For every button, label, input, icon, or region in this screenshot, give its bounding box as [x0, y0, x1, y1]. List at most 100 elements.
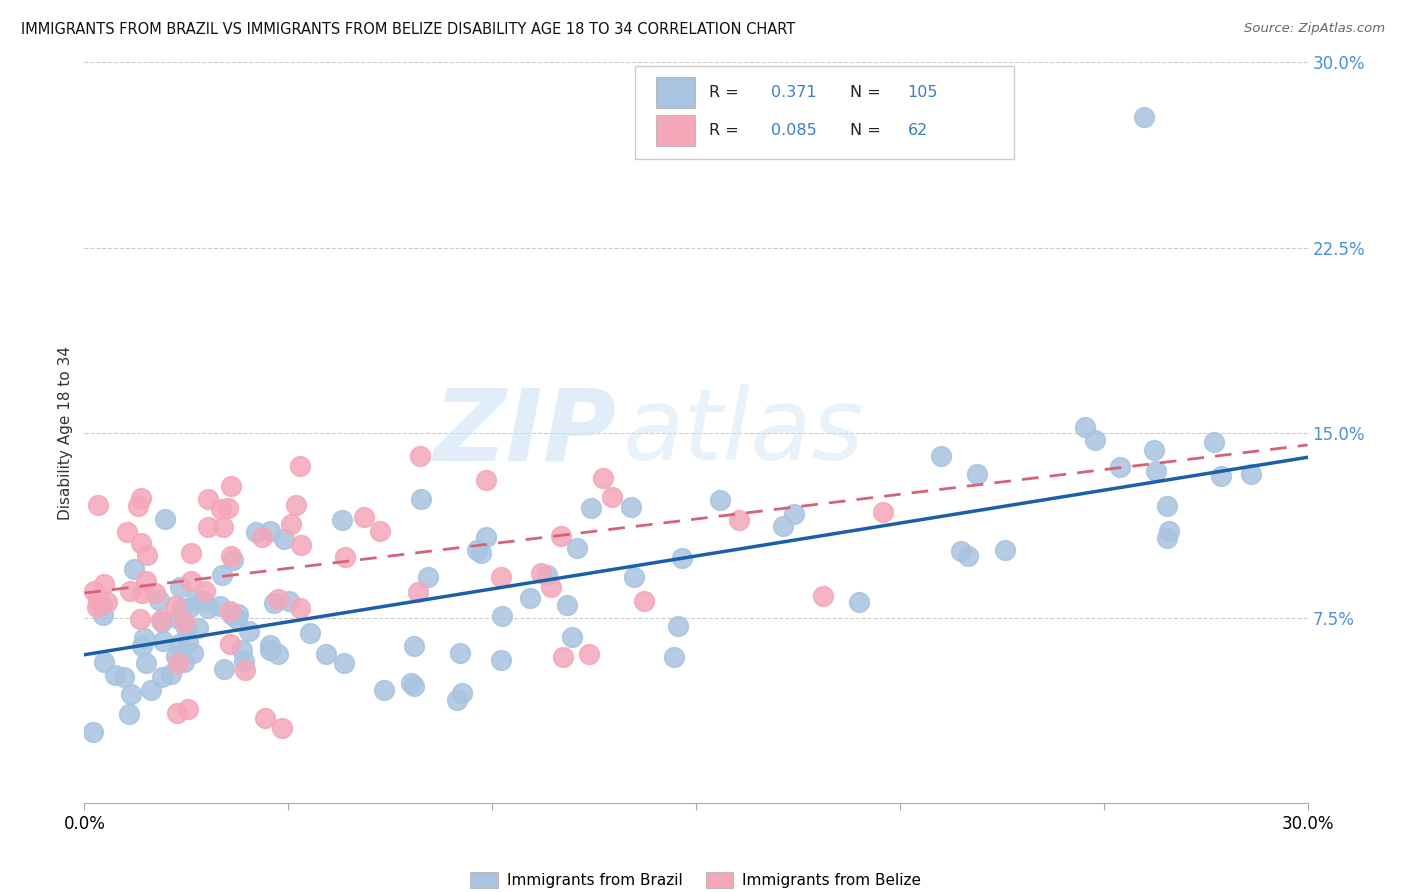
Point — [150, 613, 173, 627]
Text: 0.371: 0.371 — [770, 85, 817, 100]
Point — [353, 510, 375, 524]
Legend: Immigrants from Brazil, Immigrants from Belize: Immigrants from Brazil, Immigrants from … — [464, 866, 928, 892]
Point — [176, 621, 198, 635]
Point — [259, 638, 281, 652]
Point — [152, 633, 174, 648]
Point — [114, 669, 136, 683]
Point — [491, 653, 513, 667]
Point — [135, 657, 157, 671]
Point — [245, 525, 267, 540]
Point — [129, 611, 152, 625]
Point — [219, 604, 242, 618]
Point — [662, 650, 685, 665]
Point — [152, 615, 174, 630]
Point — [194, 584, 217, 599]
Point — [409, 492, 432, 507]
Point — [129, 491, 152, 505]
Point — [333, 550, 356, 565]
Point — [271, 722, 294, 736]
Point — [451, 686, 474, 700]
Point — [225, 612, 247, 626]
Point — [170, 601, 193, 615]
Point — [173, 615, 195, 629]
Point — [263, 596, 285, 610]
Point — [489, 570, 512, 584]
Point — [540, 580, 562, 594]
Point — [368, 524, 391, 539]
Point — [135, 574, 157, 589]
Point — [671, 550, 693, 565]
Point — [197, 491, 219, 506]
Point — [553, 650, 575, 665]
Point — [285, 498, 308, 512]
Point — [117, 524, 139, 539]
Point — [811, 590, 834, 604]
Point — [373, 682, 395, 697]
Point — [233, 664, 256, 678]
Point — [83, 583, 105, 598]
Point — [218, 637, 240, 651]
Point — [259, 524, 281, 539]
Point — [1109, 459, 1132, 474]
Point — [166, 706, 188, 720]
Point — [1159, 524, 1181, 538]
Point — [96, 595, 118, 609]
Point — [536, 568, 558, 582]
Point — [150, 670, 173, 684]
Point — [141, 682, 163, 697]
Point — [208, 599, 231, 614]
Point — [184, 593, 207, 607]
Point — [1133, 110, 1156, 124]
Point — [212, 662, 235, 676]
Point — [87, 499, 110, 513]
Point — [567, 541, 589, 556]
Point — [1209, 469, 1232, 483]
Point — [530, 566, 553, 581]
Point — [82, 724, 104, 739]
Text: N =: N = — [851, 85, 880, 100]
Point — [167, 637, 190, 651]
Point — [475, 530, 498, 544]
Point — [167, 612, 190, 626]
Point — [666, 619, 689, 633]
Point — [120, 687, 142, 701]
Point — [1074, 420, 1097, 434]
Point — [1156, 499, 1178, 513]
Point — [330, 513, 353, 527]
Point — [449, 646, 471, 660]
Point — [399, 676, 422, 690]
Point — [127, 499, 149, 513]
Point — [470, 546, 492, 560]
Point — [259, 643, 281, 657]
Point — [728, 513, 751, 527]
Point — [219, 549, 242, 563]
Point — [1156, 531, 1178, 545]
Point — [209, 502, 232, 516]
Point — [550, 529, 572, 543]
Point — [290, 538, 312, 552]
Point — [409, 449, 432, 463]
Point — [217, 501, 239, 516]
Point — [228, 607, 250, 621]
Point — [446, 693, 468, 707]
Text: Source: ZipAtlas.com: Source: ZipAtlas.com — [1244, 22, 1385, 36]
Point — [408, 585, 430, 599]
Point — [620, 500, 643, 515]
Point — [1143, 443, 1166, 458]
Point — [404, 639, 426, 653]
Text: R =: R = — [710, 123, 740, 138]
Text: 62: 62 — [908, 123, 928, 138]
Point — [180, 574, 202, 589]
Point — [848, 594, 870, 608]
Point — [191, 594, 214, 608]
Point — [136, 548, 159, 562]
Point — [783, 508, 806, 522]
Point — [578, 647, 600, 661]
FancyBboxPatch shape — [655, 115, 695, 146]
Point — [1240, 467, 1263, 481]
Point — [623, 569, 645, 583]
Point — [872, 505, 894, 519]
Point — [187, 621, 209, 635]
Point — [772, 518, 794, 533]
Point — [124, 562, 146, 576]
